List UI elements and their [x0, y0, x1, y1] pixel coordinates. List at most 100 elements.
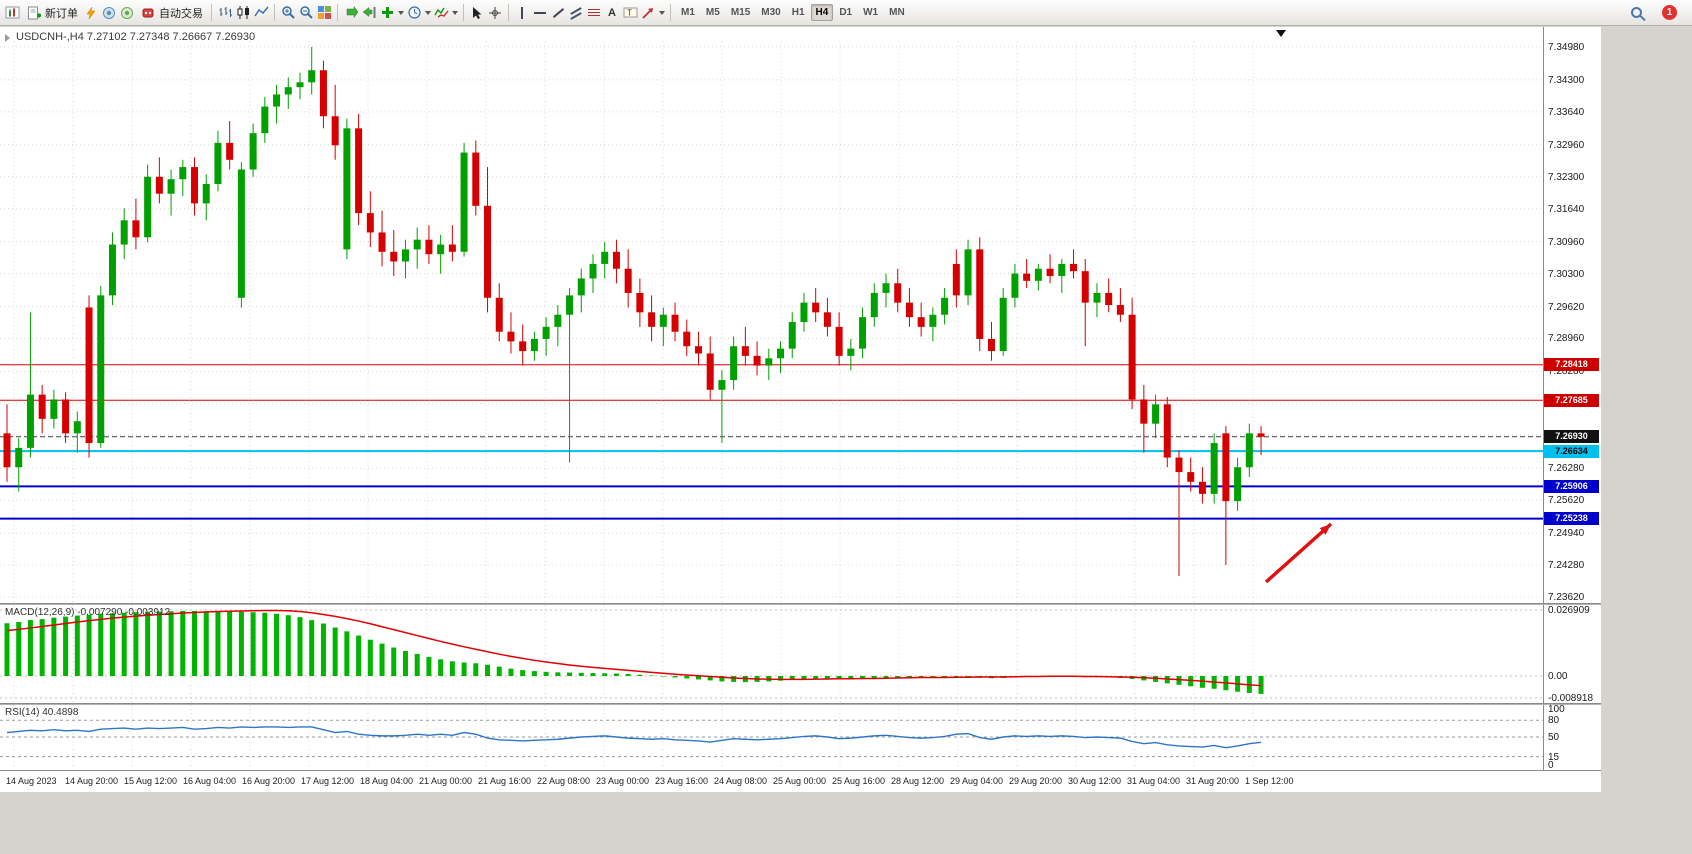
time-axis-label: 14 Aug 20:00: [65, 776, 119, 786]
time-axis-label: 21 Aug 16:00: [478, 776, 532, 786]
add-indicator-caret-icon[interactable]: [398, 10, 404, 15]
search-icon[interactable]: [1626, 3, 1646, 23]
panel-separator[interactable]: [0, 603, 1601, 605]
new-order-icon: [26, 5, 42, 21]
text-label-tool-icon[interactable]: T: [622, 5, 638, 21]
crosshair-tool-icon[interactable]: [487, 5, 503, 21]
chart-title: USDCNH-,H4 7.27102 7.27348 7.26667 7.269…: [16, 31, 256, 43]
vertical-line-tool-icon[interactable]: [514, 5, 530, 21]
timeframe-mn[interactable]: MN: [889, 7, 905, 18]
time-axis-label: 23 Aug 16:00: [655, 776, 709, 786]
price-axis-label: 7.25620: [1548, 495, 1585, 507]
price-level-badge: 7.25906: [1544, 479, 1599, 493]
time-axis-label: 30 Aug 12:00: [1068, 776, 1122, 786]
chart-window: USDCNH-,H4 7.27102 7.27348 7.26667 7.269…: [0, 27, 1601, 792]
time-axis-label: 1 Sep 12:00: [1245, 776, 1294, 786]
cursor-tool-icon[interactable]: [469, 5, 485, 21]
time-axis-label: 22 Aug 08:00: [537, 776, 591, 786]
time-axis-label: 16 Aug 20:00: [242, 776, 296, 786]
price-level-badge: 7.27685: [1544, 393, 1599, 407]
time-axis-label: 24 Aug 08:00: [714, 776, 768, 786]
indicator-list-icon[interactable]: [433, 5, 449, 21]
time-axis-label: 23 Aug 00:00: [596, 776, 650, 786]
svg-text:T: T: [627, 9, 632, 18]
new-order-button[interactable]: 新订单: [23, 3, 81, 23]
clock-caret-icon[interactable]: [425, 10, 431, 15]
timeframe-h1[interactable]: H1: [791, 7, 805, 18]
rsi-axis-label: 0: [1548, 760, 1554, 771]
bar-chart-type-icon[interactable]: [217, 5, 233, 21]
price-axis-label: 7.23620: [1548, 592, 1585, 603]
price-axis-label: 7.33640: [1548, 106, 1585, 118]
timeframe-m1[interactable]: M1: [681, 7, 695, 18]
arrow-shapes-caret-icon[interactable]: [659, 10, 665, 15]
rsi-indicator-panel[interactable]: [0, 705, 1543, 769]
channel-tool-icon[interactable]: [568, 5, 584, 21]
time-axis-label: 16 Aug 04:00: [183, 776, 237, 786]
toolbar-separator: [463, 4, 464, 21]
time-axis-label: 28 Aug 12:00: [891, 776, 945, 786]
tile-windows-icon[interactable]: [316, 5, 332, 21]
auto-scroll-icon[interactable]: [343, 5, 359, 21]
price-axis-label: 7.32960: [1548, 139, 1585, 151]
timeframe-m15[interactable]: M15: [730, 7, 751, 18]
candlestick-chart-type-icon[interactable]: [235, 5, 251, 21]
autotrading-button[interactable]: 自动交易: [137, 3, 206, 23]
macd-axis-label: 0.00: [1548, 671, 1568, 682]
time-axis-label: 25 Aug 16:00: [832, 776, 886, 786]
price-axis-label: 7.28280: [1548, 366, 1585, 378]
timeframe-d1[interactable]: D1: [839, 7, 853, 18]
zoom-out-icon[interactable]: [298, 5, 314, 21]
zoom-in-icon[interactable]: [280, 5, 296, 21]
price-axis-label: 7.28960: [1548, 333, 1585, 345]
clock-icon[interactable]: [406, 5, 422, 21]
price-axis-label: 7.34300: [1548, 74, 1585, 86]
price-axis-label: 7.34980: [1548, 42, 1585, 53]
arrow-shapes-tool-icon[interactable]: [640, 5, 656, 21]
chart-shift-icon[interactable]: [361, 5, 377, 21]
market-icon[interactable]: [101, 5, 117, 21]
lightning-icon[interactable]: [83, 5, 99, 21]
time-axis-label: 17 Aug 12:00: [301, 776, 355, 786]
fibonacci-tool-icon[interactable]: [586, 5, 602, 21]
price-axis-label: 7.32300: [1548, 171, 1585, 183]
timeframe-m30[interactable]: M30: [761, 7, 781, 18]
horizontal-line-tool-icon[interactable]: [532, 5, 548, 21]
timeframe-w1[interactable]: W1: [863, 7, 879, 18]
main-price-chart[interactable]: [0, 27, 1543, 603]
notification-badge[interactable]: 1: [1662, 5, 1677, 20]
trendline-tool-icon[interactable]: [550, 5, 566, 21]
price-level-badge: 7.26930: [1544, 430, 1599, 444]
time-axis-label: 29 Aug 20:00: [1009, 776, 1063, 786]
price-axis-label: 7.30960: [1548, 236, 1585, 248]
rsi-axis-label: 100: [1548, 704, 1565, 715]
price-level-badge: 7.26634: [1544, 444, 1599, 458]
price-axis-label: 7.26280: [1548, 463, 1585, 475]
indicator-list-caret-icon[interactable]: [452, 10, 458, 15]
toolbar-separator: [670, 4, 671, 21]
toolbar-separator: [508, 4, 509, 21]
macd-indicator-panel[interactable]: [0, 605, 1543, 703]
toolbar-separator: [337, 4, 338, 21]
chart-header-arrow-icon[interactable]: [5, 34, 10, 42]
add-indicator-icon[interactable]: [379, 5, 395, 21]
price-axis-label: 7.31640: [1548, 203, 1585, 215]
text-tool-icon[interactable]: A: [608, 6, 616, 19]
timeframe-row: M1 M5 M15 M30 H1 H4 D1 W1 MN: [676, 4, 910, 21]
line-chart-type-icon[interactable]: [253, 5, 269, 21]
macd-axis-label: -0.008918: [1548, 692, 1594, 704]
community-icon[interactable]: [119, 5, 135, 21]
time-axis-label: 31 Aug 04:00: [1127, 776, 1181, 786]
timeframe-m5[interactable]: M5: [705, 7, 720, 18]
rsi-axis-label: 50: [1548, 732, 1560, 743]
chart-dropdown-arrow-icon[interactable]: [1276, 30, 1286, 37]
new-chart-icon[interactable]: [5, 5, 21, 21]
time-axis-label: 25 Aug 00:00: [773, 776, 827, 786]
panel-separator[interactable]: [0, 703, 1601, 705]
rsi-axis-label: 15: [1548, 751, 1560, 763]
time-axis[interactable]: 14 Aug 2023 14 Aug 20:00 15 Aug 12:00 16 Au…: [0, 770, 1601, 792]
timeframe-h4[interactable]: H4: [810, 4, 834, 21]
time-axis-label: 31 Aug 20:00: [1186, 776, 1240, 786]
toolbar: 新订单 自动交易 A T: [0, 0, 1692, 26]
